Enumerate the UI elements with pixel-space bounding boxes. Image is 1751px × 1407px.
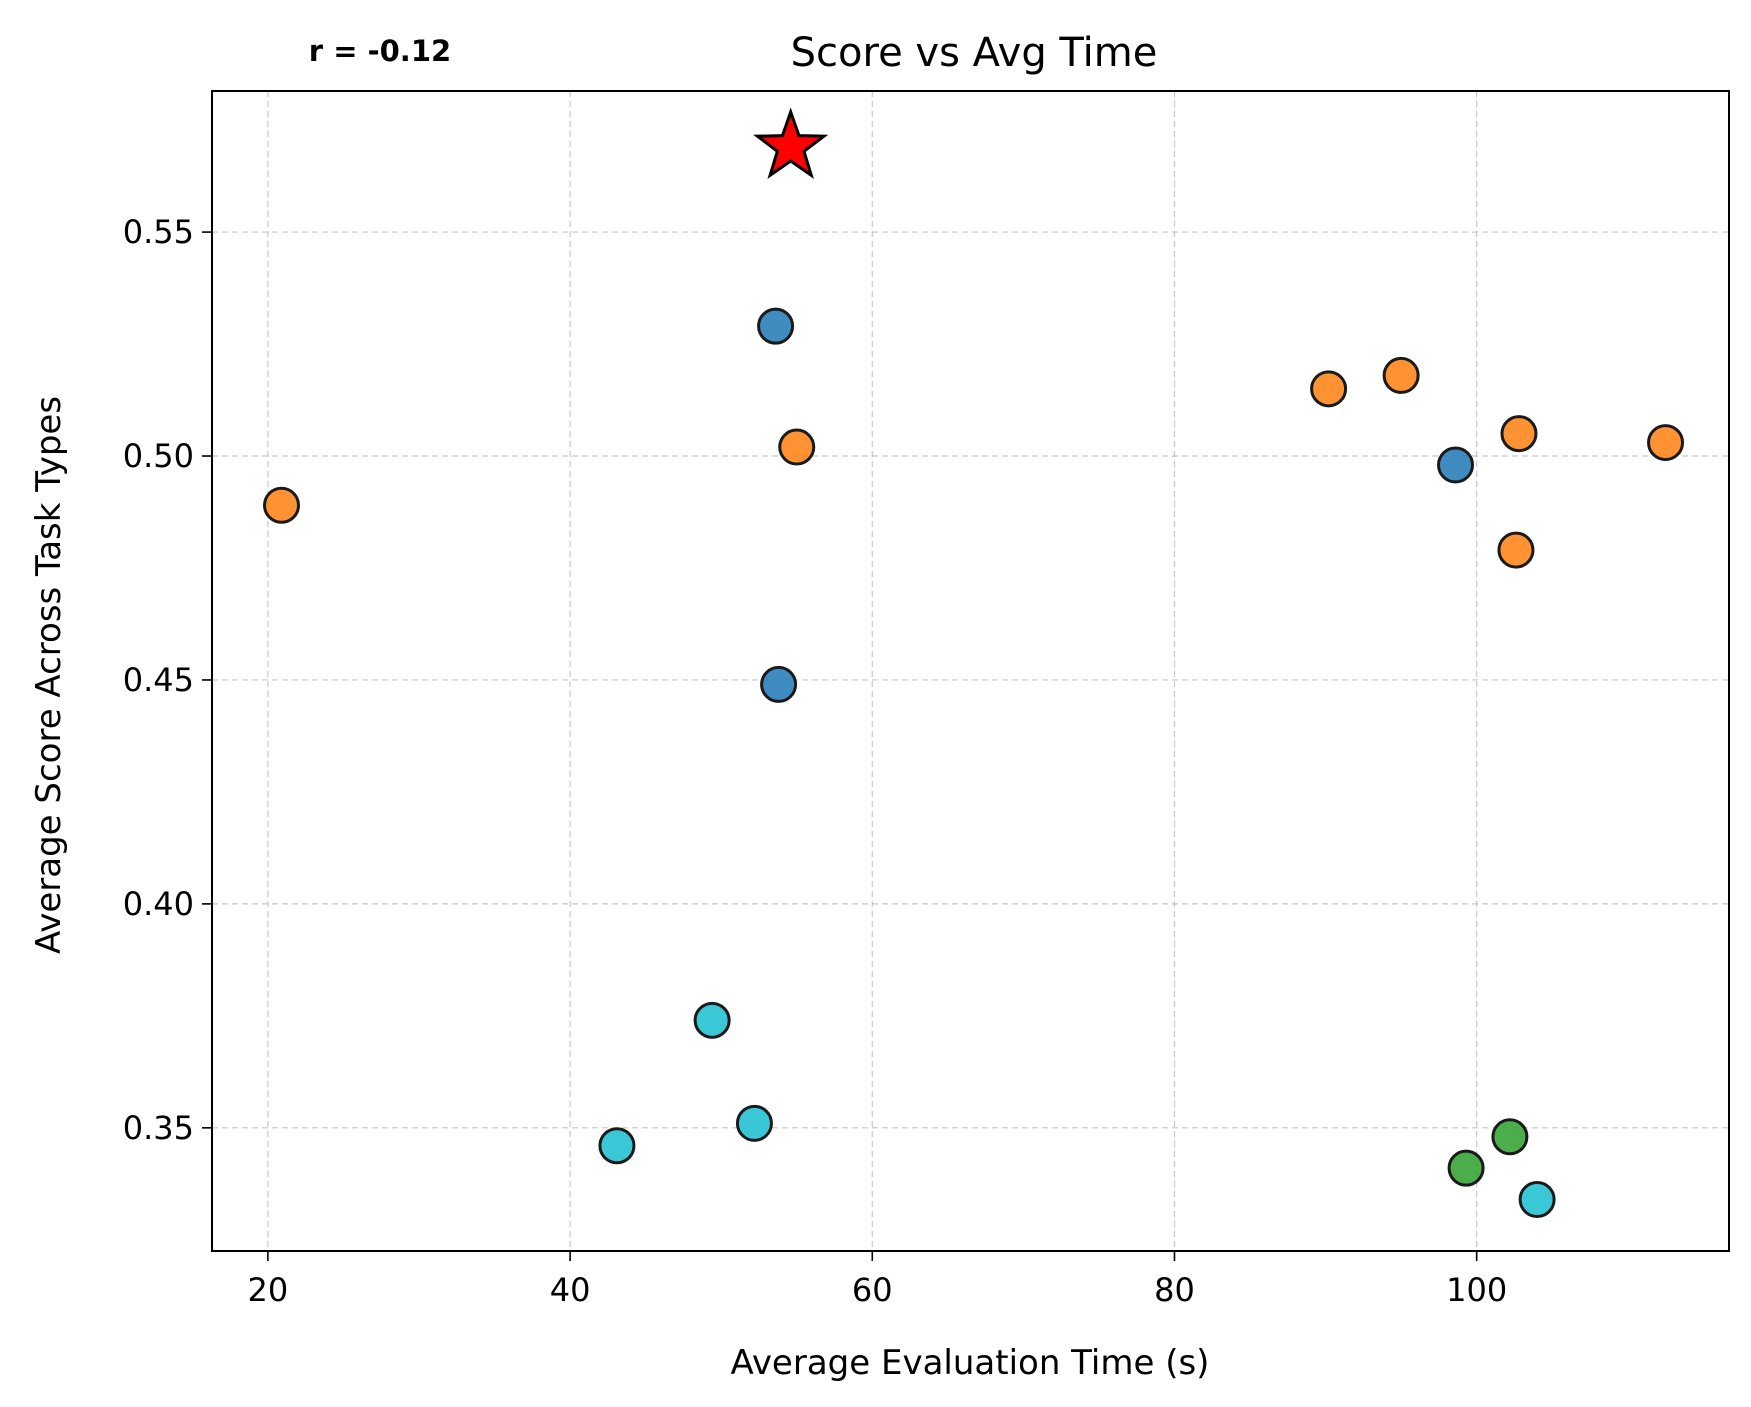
scatter-point (1518, 1180, 1556, 1218)
scatter-point (263, 486, 301, 524)
grid (212, 91, 1729, 1251)
correlation-annotation: r = -0.12 (309, 34, 451, 68)
y-tick-label: 0.50 (123, 437, 194, 475)
scatter-point (693, 1001, 731, 1039)
scatter-point (598, 1127, 636, 1165)
x-tick-label: 80 (1154, 1271, 1195, 1309)
axis-ticks: 20 40 60 80 100 0.35 0.40 0.45 0.50 0.55 (123, 213, 1507, 1309)
scatter-point (1491, 1118, 1529, 1156)
scatter-point (1647, 424, 1685, 462)
scatter-point (735, 1104, 773, 1142)
scatter-point (778, 428, 816, 466)
y-axis-label: Average Score Across Task Types (29, 396, 69, 954)
x-tick-label: 100 (1446, 1271, 1507, 1309)
scatter-point (1497, 531, 1535, 569)
data-points (263, 107, 1685, 1218)
scatter-point (1500, 415, 1538, 453)
x-axis-label: Average Evaluation Time (s) (731, 1343, 1210, 1383)
highlight-star-marker (753, 107, 829, 179)
y-tick-label: 0.45 (123, 661, 194, 699)
x-tick-label: 20 (248, 1271, 289, 1309)
scatter-point (1382, 356, 1420, 394)
plot-frame (211, 90, 1730, 1252)
x-tick-label: 60 (852, 1271, 893, 1309)
scatter-point (1437, 446, 1475, 484)
scatter-point (760, 665, 798, 703)
scatter-point (1447, 1149, 1485, 1187)
scatter-point (1310, 370, 1348, 408)
x-tick-label: 40 (550, 1271, 591, 1309)
chart-title: Score vs Avg Time (791, 30, 1158, 76)
y-tick-label: 0.40 (123, 885, 194, 923)
y-tick-label: 0.35 (123, 1109, 194, 1147)
y-tick-label: 0.55 (123, 213, 194, 251)
scatter-point (757, 307, 795, 345)
